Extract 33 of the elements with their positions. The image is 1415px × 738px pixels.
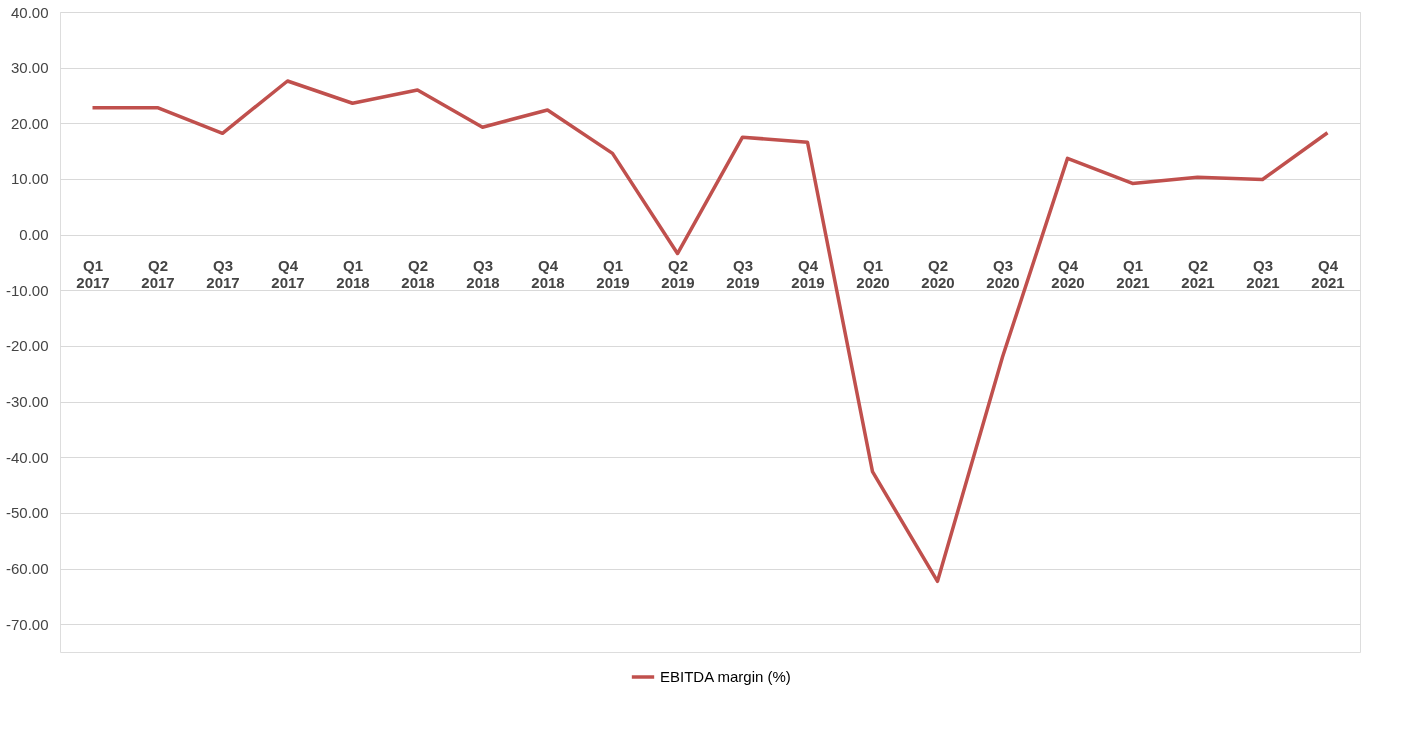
y-tick-label: -50.00 xyxy=(5,504,49,522)
x-tick-label: Q2 2018 xyxy=(401,257,435,292)
x-tick-label: Q4 2020 xyxy=(1051,257,1085,292)
x-tick-label: Q3 2017 xyxy=(206,257,240,292)
y-tick-label: -70.00 xyxy=(5,615,49,633)
y-tick-label: 0.00 xyxy=(19,226,49,244)
x-tick-label: Q4 2018 xyxy=(531,257,565,292)
y-tick-label: -60.00 xyxy=(5,560,49,578)
x-tick-label: Q4 2019 xyxy=(791,257,825,292)
y-tick-label: 20.00 xyxy=(10,114,49,132)
x-tick-label: Q4 2021 xyxy=(1311,257,1345,292)
x-tick-label: Q1 2018 xyxy=(336,257,370,292)
x-tick-label: Q1 2021 xyxy=(1116,257,1150,292)
y-tick-label: -40.00 xyxy=(5,448,49,466)
y-tick-label: 10.00 xyxy=(10,170,49,188)
x-tick-label: Q2 2021 xyxy=(1181,257,1215,292)
x-tick-label: Q2 2017 xyxy=(141,257,175,292)
x-tick-label: Q4 2017 xyxy=(271,257,305,292)
legend-label: EBITDA margin (%) xyxy=(660,668,791,685)
x-tick-label: Q3 2018 xyxy=(466,257,500,292)
y-tick-label: -20.00 xyxy=(5,337,49,355)
x-tick-label: Q3 2019 xyxy=(726,257,760,292)
x-tick-label: Q1 2019 xyxy=(596,257,630,292)
x-tick-label: Q2 2020 xyxy=(921,257,955,292)
x-tick-label: Q3 2020 xyxy=(986,257,1020,292)
x-tick-label: Q1 2017 xyxy=(76,257,110,292)
y-tick-label: 30.00 xyxy=(10,59,49,77)
y-tick-label: -30.00 xyxy=(5,393,49,411)
y-tick-label: -10.00 xyxy=(5,281,49,299)
x-tick-label: Q2 2019 xyxy=(661,257,695,292)
x-tick-label: Q3 2021 xyxy=(1246,257,1280,292)
x-tick-label: Q1 2020 xyxy=(856,257,890,292)
y-tick-label: 40.00 xyxy=(10,3,49,21)
